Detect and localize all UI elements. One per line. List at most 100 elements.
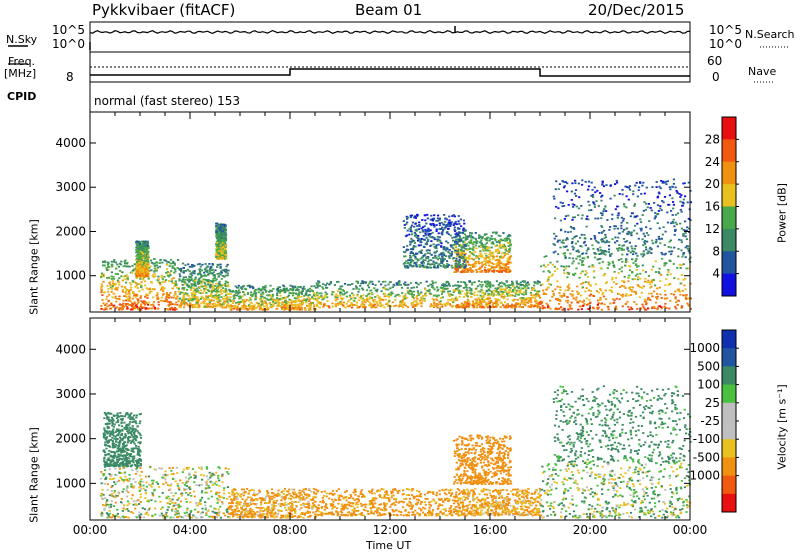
data-cell <box>136 262 139 264</box>
data-cell <box>533 289 536 292</box>
data-cell <box>196 302 200 305</box>
data-cell <box>610 291 614 293</box>
data-cell <box>469 264 472 267</box>
data-cell <box>429 292 432 295</box>
data-cell <box>145 294 148 297</box>
data-cell <box>326 296 329 299</box>
date-title: 20/Dec/2015 <box>588 1 685 19</box>
data-cell <box>484 258 487 260</box>
data-cell <box>159 283 162 286</box>
data-cell <box>467 302 470 305</box>
data-cell <box>490 246 493 249</box>
data-cell <box>498 271 501 273</box>
data-cell <box>451 297 454 300</box>
data-cell <box>458 260 461 263</box>
data-cell <box>216 258 219 260</box>
data-cell <box>431 284 434 287</box>
data-cell <box>110 271 113 274</box>
data-cell <box>284 307 287 310</box>
data-cell <box>278 286 282 289</box>
data-cell <box>344 306 347 309</box>
data-cell <box>618 298 621 301</box>
data-cell <box>178 306 181 308</box>
data-cell <box>472 243 475 246</box>
data-cell <box>210 293 213 295</box>
data-cell <box>194 293 197 295</box>
data-cell <box>360 304 363 307</box>
data-cell <box>112 284 115 287</box>
data-cell <box>460 225 463 228</box>
data-cell <box>584 273 587 276</box>
data-cell <box>627 294 630 297</box>
data-cell <box>361 280 364 283</box>
data-cell <box>422 259 425 261</box>
data-cell <box>227 269 230 272</box>
data-cell <box>461 306 465 309</box>
data-cell <box>495 302 498 305</box>
data-cell <box>241 295 244 298</box>
data-cell <box>147 262 150 265</box>
data-cell <box>109 307 112 310</box>
data-cell <box>468 303 471 305</box>
data-cell <box>485 282 488 285</box>
data-cell <box>166 294 169 297</box>
data-cell <box>421 260 425 263</box>
data-cell <box>229 300 232 302</box>
data-cell <box>504 266 507 269</box>
data-cell <box>249 305 252 308</box>
data-cell <box>597 258 600 260</box>
data-cell <box>482 248 485 251</box>
data-cell <box>687 303 690 306</box>
data-cell <box>315 293 318 296</box>
data-cell <box>242 306 245 309</box>
data-cell <box>508 305 511 308</box>
data-cell <box>365 289 369 292</box>
data-cell <box>501 256 504 259</box>
data-cell <box>476 285 480 288</box>
data-cell <box>563 294 566 297</box>
data-cell <box>674 290 677 293</box>
data-cell <box>453 251 456 254</box>
data-cell <box>156 266 159 269</box>
data-cell <box>208 305 211 308</box>
data-cell <box>664 284 667 287</box>
data-cell <box>362 294 365 297</box>
data-cell <box>438 239 442 242</box>
data-cell <box>230 308 233 311</box>
data-cell <box>142 246 146 249</box>
data-cell <box>440 290 443 293</box>
data-cell <box>143 303 147 306</box>
data-cell <box>277 299 280 302</box>
data-cell <box>490 301 493 303</box>
noise-panel-frame <box>89 21 691 53</box>
data-cell <box>489 252 493 254</box>
data-cell <box>286 307 289 310</box>
data-cell <box>397 284 400 286</box>
data-cell <box>310 301 313 304</box>
data-cell <box>251 293 255 296</box>
data-cell <box>313 305 316 308</box>
data-cell <box>183 303 186 306</box>
data-cell <box>225 291 228 294</box>
data-cell <box>475 247 478 250</box>
data-cell <box>534 300 537 303</box>
data-cell <box>135 259 138 262</box>
data-cell <box>314 298 317 300</box>
data-cell <box>506 260 509 263</box>
data-cell <box>137 308 141 311</box>
data-cell <box>578 255 581 257</box>
data-cell <box>487 268 490 271</box>
data-cell <box>495 280 498 283</box>
data-cell <box>173 303 176 306</box>
data-cell <box>660 274 663 276</box>
data-cell <box>145 302 148 304</box>
data-cell <box>612 281 616 283</box>
data-cell <box>418 299 422 302</box>
data-cell <box>517 290 520 293</box>
data-cell <box>424 294 428 297</box>
data-cell <box>215 231 218 234</box>
data-cell <box>434 254 437 257</box>
data-cell <box>321 296 324 299</box>
data-cell <box>615 308 618 311</box>
data-cell <box>103 308 106 311</box>
